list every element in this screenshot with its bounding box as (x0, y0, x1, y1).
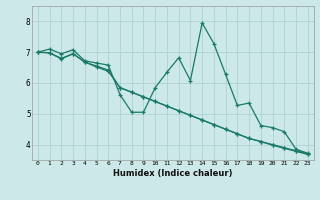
X-axis label: Humidex (Indice chaleur): Humidex (Indice chaleur) (113, 169, 233, 178)
